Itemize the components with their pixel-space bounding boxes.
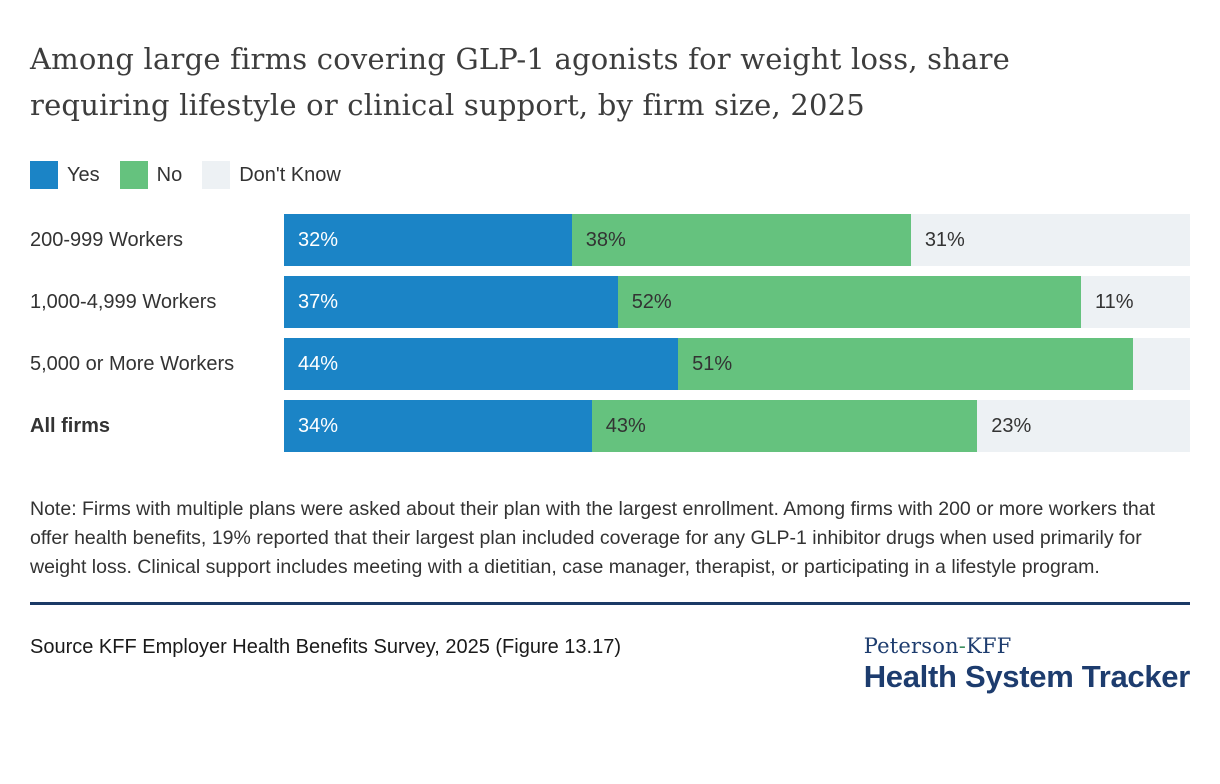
row-label: 1,000-4,999 Workers	[30, 290, 217, 313]
bar-value-label: 52%	[631, 290, 672, 313]
legend-label-dont-know: Don't Know	[239, 163, 341, 186]
bar-segment-no: 38%	[571, 214, 911, 266]
bar-segment-no: 52%	[617, 276, 1081, 328]
stacked-bar-chart: 200-999 Workers 32% 38% 31% 1,000-4,999 …	[30, 214, 1191, 452]
bar-value-label: 11%	[1094, 290, 1134, 313]
bar-value-label: 31%	[924, 228, 965, 251]
bar-segment-yes: 37%	[284, 276, 618, 328]
bar-value-label: 32%	[298, 228, 339, 251]
legend-swatch-dont-know-icon	[202, 161, 231, 189]
bar-value-label: 34%	[298, 414, 339, 437]
bar-segment-dont-know: 31%	[910, 214, 1190, 266]
bar-segment-no: 43%	[591, 400, 978, 452]
logo-hyphen: -	[958, 633, 967, 658]
legend-swatch-yes-icon	[30, 161, 58, 189]
chart-page: Among large firms covering GLP-1 agonist…	[0, 36, 1220, 695]
bar-value-label: 43%	[605, 414, 646, 437]
row-label: 200-999 Workers	[30, 228, 184, 251]
row-label: 5,000 or More Workers	[30, 352, 235, 375]
stacked-bar: 32% 38% 31%	[284, 214, 1190, 266]
chart-title: Among large firms covering GLP-1 agonist…	[30, 42, 1011, 122]
logo-kff-text: KFF	[966, 633, 1012, 658]
bar-value-label: 23%	[991, 414, 1032, 437]
stacked-bar: 34% 43% 23%	[284, 400, 1190, 452]
bar-value-label: 51%	[692, 352, 733, 375]
bar-row: 200-999 Workers 32% 38% 31%	[30, 214, 1190, 266]
logo-title-text: Health System Tracker	[863, 658, 1191, 694]
legend-swatch-no-icon	[119, 161, 148, 189]
stacked-bar: 44% 51%	[284, 338, 1190, 390]
peterson-kff-logo: Peterson-KFF Health System Tracker	[863, 632, 1191, 695]
bar-segment-yes: 34%	[284, 400, 592, 452]
bar-row: 5,000 or More Workers 44% 51%	[30, 338, 1190, 390]
legend-item-dont-know: Don't Know	[202, 161, 341, 189]
bar-segment-no: 51%	[678, 338, 1133, 390]
bar-row: All firms 34% 43% 23%	[30, 400, 1190, 452]
stacked-bar: 37% 52% 11%	[284, 276, 1191, 328]
logo-peterson-text: Peterson	[863, 633, 959, 658]
note-text: Note: Firms with multiple plans were ask…	[30, 498, 1155, 578]
footer-divider	[30, 601, 1190, 605]
bar-value-label: 44%	[298, 352, 339, 375]
footer: Source KFF Employer Health Benefits Surv…	[30, 632, 1190, 695]
legend-item-yes: Yes	[30, 161, 100, 189]
legend-label-no: No	[156, 163, 183, 186]
logo-brand-line: Peterson-KFF	[864, 634, 1190, 658]
bar-segment-dont-know	[1132, 338, 1190, 390]
bar-value-label: 37%	[298, 290, 339, 313]
legend: Yes No Don't Know	[30, 161, 1190, 189]
bar-segment-yes: 32%	[284, 214, 572, 266]
bar-segment-yes: 44%	[284, 338, 679, 390]
bar-segment-dont-know: 23%	[977, 400, 1190, 452]
bar-row: 1,000-4,999 Workers 37% 52% 11%	[30, 276, 1191, 328]
bar-segment-dont-know: 11%	[1080, 276, 1191, 328]
legend-label-yes: Yes	[67, 163, 100, 186]
legend-item-no: No	[119, 161, 183, 189]
source-text: Source KFF Employer Health Benefits Surv…	[30, 635, 622, 658]
row-label-all-firms: All firms	[30, 414, 111, 437]
bar-value-label: 38%	[585, 228, 626, 251]
